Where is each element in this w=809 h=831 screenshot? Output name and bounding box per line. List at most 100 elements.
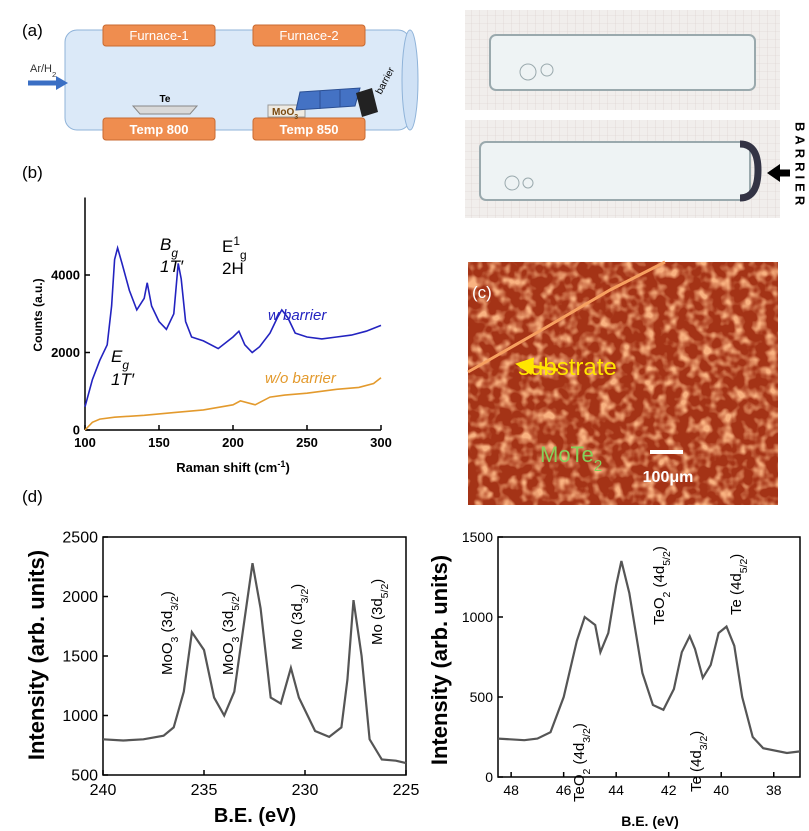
micrograph-texture [468,262,778,505]
micrograph [467,260,778,505]
x-tick-label: 235 [191,782,218,799]
text-part: Te (4d [688,750,705,792]
x-tick-label: 150 [148,435,170,450]
x-tick-label: 44 [608,782,624,798]
text-part: ) [285,460,289,475]
data-line [497,560,801,755]
text-part: Ar/H [30,63,52,75]
text-part: g [122,358,129,372]
temp-label: Temp 850 [279,122,338,137]
text-part: g [240,248,247,262]
text-part: 5/2 [738,559,750,574]
panel-label: (c) [472,283,492,302]
peak-label: TeO2 (4d3/2) [571,723,593,802]
pointer-arrow [515,357,559,376]
y-axis-title: Intensity (arb. units) [427,555,452,765]
droplet [540,63,554,77]
boat [267,104,306,118]
text-part: 3/2 [698,736,710,751]
peak-label: TeO2 (4d5/2) [651,546,673,625]
text-part: (3d [220,611,237,637]
text-part: 2 [661,591,673,597]
droplet [519,63,537,81]
y-tick-label: 2000 [51,345,80,360]
text-part: 3 [294,114,298,121]
text-part: 3/2 [581,728,593,743]
text-part: ) [159,591,176,596]
text-part: 2 [581,768,593,774]
y-tick-label: 500 [71,768,98,785]
y-tick-label: 0 [73,423,80,438]
peak-label: E1g [222,234,247,262]
text-part: ) [571,723,588,728]
text-part: -1 [277,459,285,469]
text-part: ) [369,579,386,584]
x-tick-label: 42 [661,782,677,798]
text-part: 3 [230,636,242,642]
plot-frame [497,536,801,778]
temp-box [102,117,216,141]
text-part: 5/2 [661,551,673,566]
x-tick-label: 230 [292,782,319,799]
series-label: w barrier [268,307,327,324]
text-part: E [111,347,123,366]
barrier-block [356,88,378,117]
text-part: Mo (3d [369,598,386,645]
data-line [84,377,382,431]
text-part: ) [220,591,237,596]
y-tick-label: 2500 [62,530,98,547]
temp-label: Temp 800 [129,122,188,137]
y-tick-label: 1500 [62,649,98,666]
furnace-diagram [28,24,419,141]
y-tick-label: 4000 [51,268,80,283]
peak-label: 1T′ [160,257,184,276]
x-tick-label: 46 [556,782,572,798]
text-part: 3/2 [169,596,181,611]
y-tick-label: 1000 [462,609,493,625]
x-tick-label: 300 [370,435,392,450]
peak-label: Te (4d3/2) [688,731,710,792]
text-part: (4d [571,743,588,769]
furnace-box [252,24,366,47]
source-label: MoO3 [272,107,298,121]
text-part: 2 [52,70,56,79]
x-tick-label: 250 [296,435,318,450]
text-part: ) [651,546,668,551]
x-axis-title: B.E. (eV) [621,813,679,829]
peak-label: Mo (3d3/2) [289,584,311,650]
text-part: MoO [159,642,176,675]
panel-label: (a) [22,21,43,40]
boat [131,105,199,115]
x-axis-title: B.E. (eV) [214,805,296,827]
text-part: TeO [571,774,588,802]
text-part: MoO [272,107,294,118]
y-tick-label: 500 [470,689,494,705]
y-tick-label: 1000 [62,708,98,725]
photo-label: BARRIER [793,122,808,209]
text-part: E [222,237,233,256]
text-part: ) [728,554,745,559]
text-part: ) [289,584,306,589]
text-part: (3d [159,611,176,637]
text-part: ) [688,731,705,736]
quartz-boat [479,141,751,201]
x-tick-label: 48 [503,782,519,798]
x-tick-label: 38 [766,782,782,798]
peak-label: 2H [222,259,244,278]
barrier-end [739,140,762,202]
text-part: 5/2 [379,584,391,599]
y-tick-label: 1500 [462,529,493,545]
text-part: (4d [651,566,668,592]
substrate-edge [467,260,666,374]
x-tick-label: 100 [74,435,96,450]
x-tick-label: 240 [90,782,117,799]
text-part: MoO [220,642,237,675]
droplet [522,177,534,189]
text-part: 3/2 [299,589,311,604]
gas-arrow-head [56,76,68,90]
peak-label: Bg [160,235,178,260]
panel-label: (b) [22,163,43,182]
x-tick-label: 200 [222,435,244,450]
x-axis-title: Raman shift (cm-1) [176,459,290,475]
